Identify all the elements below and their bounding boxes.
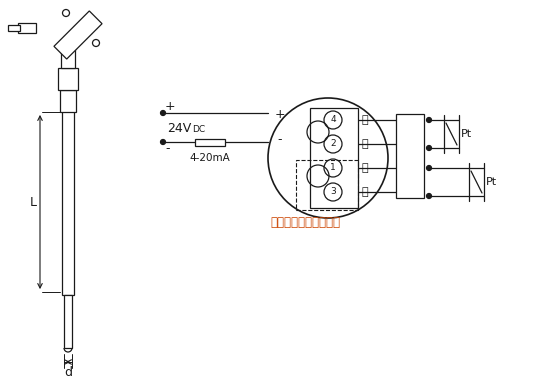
Text: Pt: Pt [486,177,497,187]
Circle shape [427,118,431,122]
Text: +: + [275,108,285,121]
Bar [444,120,459,148]
Text: d: d [64,366,72,378]
Bar [61,48,75,68]
Polygon shape [54,11,102,59]
Text: 白: 白 [361,115,367,125]
Text: 白: 白 [361,139,367,149]
Circle shape [427,166,431,170]
Text: 3: 3 [330,187,336,197]
Text: 1: 1 [330,164,336,172]
Text: 4-20mA: 4-20mA [190,153,230,163]
Bar [60,90,76,112]
Text: 红: 红 [361,163,367,173]
Circle shape [427,146,431,150]
Bar [396,114,424,198]
Text: 24V: 24V [167,121,191,135]
Bar [58,68,78,90]
Text: -: - [278,133,282,147]
Bar [310,108,358,208]
Text: -: - [165,143,170,155]
Bar [469,168,484,196]
Bar [64,295,72,348]
Text: 红: 红 [361,187,367,197]
Bar [18,23,36,33]
Text: 热电阻：三线或四线制: 热电阻：三线或四线制 [270,215,340,228]
Circle shape [427,194,431,198]
Circle shape [160,139,165,144]
Text: 2: 2 [330,139,336,149]
Bar [195,138,225,146]
Text: Pt: Pt [461,129,472,139]
Circle shape [160,110,165,116]
Text: DC: DC [192,125,205,135]
Text: L: L [29,196,36,209]
Text: +: + [165,101,176,113]
Bar [8,25,20,31]
Text: 4: 4 [330,116,336,124]
Bar [62,110,74,295]
Bar [296,160,358,210]
